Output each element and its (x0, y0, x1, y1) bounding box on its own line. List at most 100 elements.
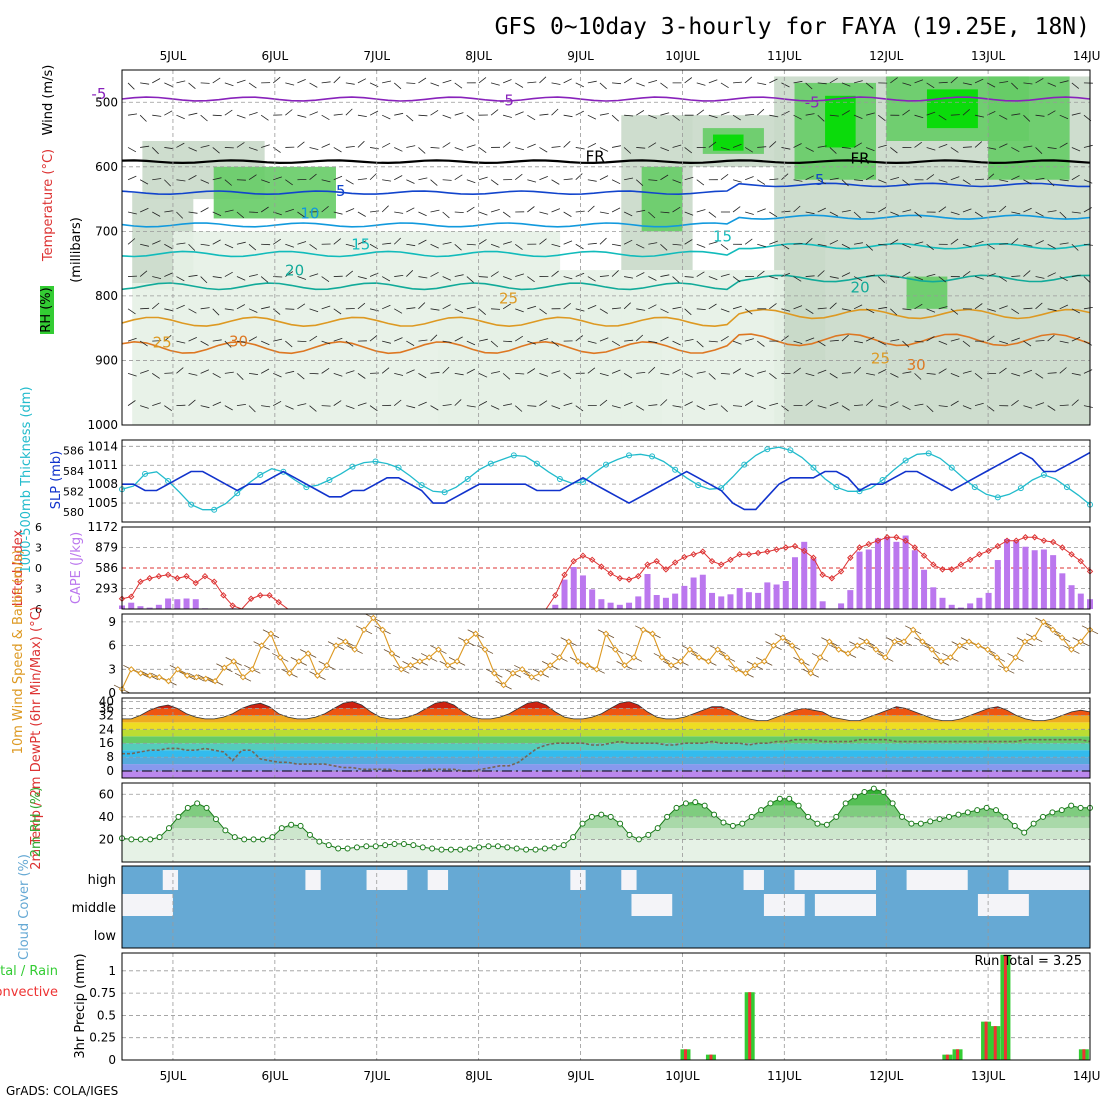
wind-barb (781, 210, 791, 213)
wind-speed-point (928, 646, 935, 653)
wind-barb (696, 308, 706, 310)
thickness-point (649, 453, 656, 460)
wind-barb (1011, 175, 1020, 181)
rh-point (391, 840, 398, 847)
thickness-point (787, 447, 794, 454)
wind-barb (297, 241, 307, 245)
wind-barb (660, 112, 670, 116)
rh-point (1040, 813, 1047, 820)
wind-barb (769, 78, 778, 84)
rh-point (664, 813, 671, 820)
wind-barb (333, 308, 342, 315)
wind-speed-point (323, 662, 330, 669)
wind-barb (224, 340, 232, 348)
wind-barb (817, 82, 827, 85)
wind-barb (914, 303, 923, 310)
wind-speed-point (211, 677, 219, 685)
wind-speed-point (146, 672, 154, 679)
wind-barb (454, 372, 464, 376)
wind-barb (527, 405, 537, 407)
wind-barb (999, 179, 1009, 182)
top-day-label: 14JUL (1073, 49, 1100, 63)
wind-barb (273, 338, 283, 342)
wind-barb (176, 367, 184, 374)
wind-barb (781, 335, 789, 342)
top-day-label: 8JUL (465, 49, 492, 63)
wind-barb (1023, 270, 1031, 277)
cape-bar (810, 558, 817, 609)
wind-barb (394, 175, 403, 181)
wind-barb (200, 114, 208, 122)
wind-barb (442, 242, 452, 245)
lifted-index-point (902, 537, 909, 544)
rh-point (231, 834, 238, 841)
contour-label: 20 (285, 261, 304, 279)
wind-barb (490, 243, 500, 248)
wind-barb (406, 179, 415, 184)
wind-barb (672, 179, 682, 184)
wind-barb (297, 403, 307, 407)
lifted-index-point (570, 557, 577, 565)
wind-barb (394, 147, 403, 152)
credit-label: GrADS: COLA/IGES (6, 1084, 118, 1098)
thickness-point (1040, 471, 1047, 478)
wind-barb (950, 114, 960, 116)
clear-sky-block (621, 870, 637, 890)
wind-speed-point (416, 658, 424, 665)
wind-barb (962, 405, 972, 410)
wind-barb (672, 405, 682, 408)
wind-barb (430, 147, 440, 149)
lifted-index-point (247, 595, 255, 602)
wind-barb (127, 337, 137, 342)
wind-barb (200, 243, 210, 246)
pressure-axis-label: (millibars) (69, 217, 84, 283)
clear-sky-block (1008, 870, 1090, 890)
wind-barb (829, 77, 838, 84)
wind-barb (890, 239, 899, 245)
wind-barb (587, 114, 597, 120)
lifted-index-point (607, 570, 614, 577)
rh-point (137, 836, 144, 843)
rh-band (122, 839, 1090, 862)
wind-barb (672, 114, 680, 121)
pressure-tick-label: 900 (95, 353, 118, 367)
wind-barb (127, 113, 138, 116)
wind-barb (793, 276, 802, 282)
wind-barb (1035, 302, 1043, 310)
cape-bar (616, 604, 623, 609)
wind-barb (224, 82, 234, 87)
lifted-index-point (754, 549, 762, 557)
panel-frame (121, 613, 1091, 694)
precip-total-legend: Total / Rain (0, 964, 58, 979)
wind-barb (442, 79, 452, 84)
wind-barb (817, 270, 825, 277)
wind-barb (829, 402, 839, 407)
wind-speed-line (121, 617, 1091, 690)
wind-barb (890, 401, 899, 406)
wind-barb (406, 340, 415, 346)
top-day-label: 12JUL (869, 49, 904, 63)
wind-barb (321, 340, 331, 345)
lifted-index-point (920, 552, 928, 559)
wind-barb (285, 109, 293, 116)
wind-barb (176, 80, 186, 84)
wind-barb (902, 405, 911, 411)
wind-barb (769, 373, 777, 380)
wind-barb (200, 340, 209, 346)
wind-barb (164, 110, 173, 116)
lifted-index-point (994, 542, 1002, 550)
wind-barb (1071, 274, 1081, 277)
wind-barb (502, 211, 511, 218)
thickness-point (211, 506, 218, 513)
wind-barb (660, 274, 670, 277)
wind-barb (261, 179, 270, 184)
wind-barb (890, 77, 898, 84)
wind-barb (1023, 405, 1033, 409)
wind-barb (527, 305, 537, 310)
wind-barb (648, 404, 658, 407)
wind-barb (999, 114, 1008, 120)
wind-barb (962, 243, 972, 248)
wind-barb (624, 114, 634, 117)
clear-sky-block (427, 870, 449, 890)
temperature-band (122, 736, 1090, 744)
